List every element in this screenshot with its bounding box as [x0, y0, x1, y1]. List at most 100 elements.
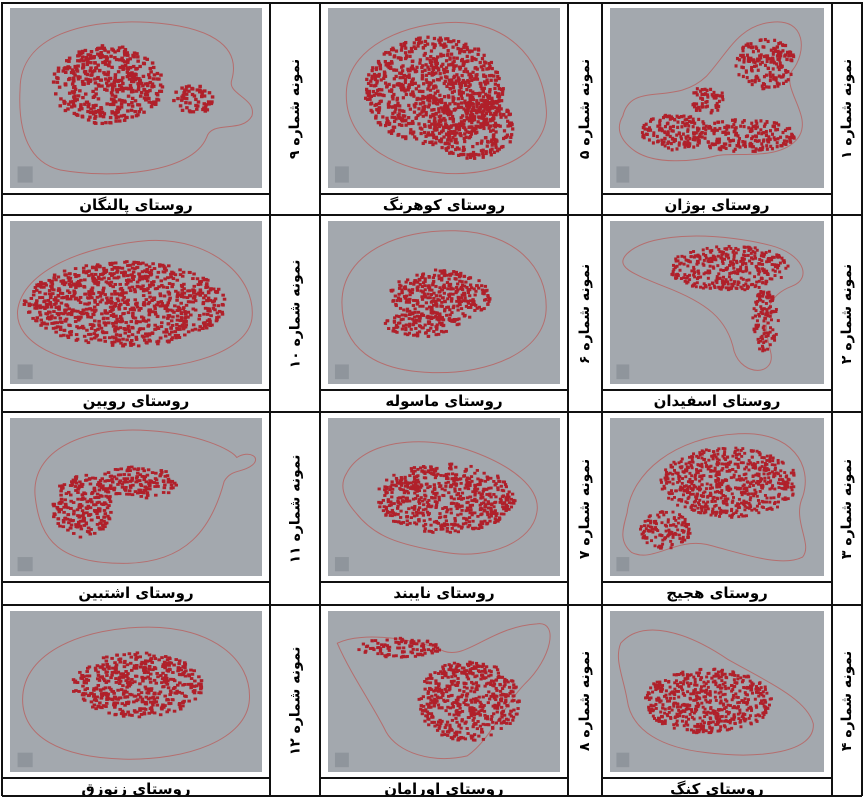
village-boundary [342, 231, 546, 373]
building-mark [451, 68, 455, 72]
building-mark [462, 69, 466, 74]
building-mark [646, 529, 650, 533]
building-mark [686, 523, 690, 526]
building-mark [475, 142, 479, 146]
building-mark [688, 273, 692, 277]
sample-label-1: نمونه شماره ۱ [832, 2, 862, 215]
building-mark [756, 337, 760, 341]
building-mark [393, 329, 397, 333]
building-mark [63, 308, 67, 312]
building-mark [175, 318, 180, 322]
building-mark [451, 85, 456, 90]
building-mark [781, 142, 785, 146]
building-mark [757, 78, 761, 82]
building-mark [101, 60, 105, 65]
building-mark [110, 342, 115, 346]
building-mark [491, 113, 496, 117]
building-mark [183, 333, 187, 337]
building-mark [463, 83, 468, 87]
building-mark [138, 78, 142, 82]
building-mark [748, 271, 752, 275]
building-mark [134, 303, 139, 307]
building-mark [435, 323, 439, 327]
building-mark [165, 309, 170, 313]
building-mark [753, 138, 757, 143]
building-mark [125, 274, 130, 278]
building-mark [160, 302, 164, 305]
building-mark [436, 66, 440, 70]
building-mark [115, 269, 120, 273]
building-mark [725, 509, 729, 513]
building-mark [435, 491, 439, 495]
building-mark [758, 453, 762, 457]
building-mark [198, 288, 203, 292]
building-mark [22, 303, 27, 306]
building-mark [378, 123, 383, 127]
building-mark [196, 100, 201, 104]
building-mark [763, 122, 767, 126]
building-mark [741, 140, 745, 144]
building-mark [669, 546, 673, 550]
building-mark [713, 499, 717, 503]
building-mark [122, 272, 126, 276]
building-mark [408, 297, 412, 301]
sample-label-4: نمونه شماره ۲ [832, 215, 862, 412]
building-mark [671, 270, 675, 274]
building-mark [417, 36, 421, 40]
building-mark [673, 468, 677, 472]
building-mark [480, 308, 484, 311]
building-mark [710, 281, 714, 285]
building-mark [656, 529, 660, 533]
building-mark [774, 78, 778, 82]
building-mark [672, 268, 676, 272]
building-mark [434, 315, 438, 319]
building-mark [499, 107, 503, 111]
building-mark [683, 524, 687, 528]
building-mark [468, 155, 473, 160]
building-mark [763, 493, 767, 497]
building-mark [736, 486, 740, 490]
building-mark [485, 94, 490, 98]
building-mark [750, 136, 754, 141]
building-mark [696, 463, 700, 467]
building-mark [418, 126, 422, 130]
building-mark [438, 312, 442, 316]
building-mark [385, 116, 389, 120]
building-mark [125, 60, 130, 64]
building-mark [683, 279, 687, 283]
building-mark [741, 258, 745, 262]
building-mark [751, 282, 755, 286]
building-mark [178, 104, 183, 108]
building-mark [93, 298, 97, 302]
building-mark [430, 140, 434, 144]
building-mark [121, 66, 126, 70]
building-mark [35, 283, 39, 287]
building-mark [788, 139, 792, 143]
building-mark [167, 282, 172, 285]
building-mark [469, 72, 473, 76]
building-mark [644, 132, 648, 136]
building-mark [391, 97, 395, 101]
building-mark [443, 488, 447, 492]
building-mark [694, 495, 698, 499]
building-mark [778, 63, 782, 68]
building-mark [464, 135, 468, 139]
building-mark [777, 74, 781, 78]
building-mark [669, 141, 673, 146]
building-mark [421, 281, 426, 285]
building-mark [715, 281, 719, 285]
building-mark [663, 486, 667, 490]
building-mark [112, 98, 116, 102]
village-name-1: روستای بوژان [664, 196, 770, 214]
building-mark [404, 46, 408, 50]
building-mark [424, 134, 428, 138]
building-mark [115, 90, 120, 94]
building-mark [370, 110, 374, 114]
building-mark [479, 149, 484, 153]
building-mark [714, 95, 718, 99]
building-mark [749, 496, 753, 500]
building-mark [418, 324, 423, 328]
building-mark [84, 77, 88, 81]
building-mark [745, 284, 749, 288]
building-mark [45, 312, 50, 316]
